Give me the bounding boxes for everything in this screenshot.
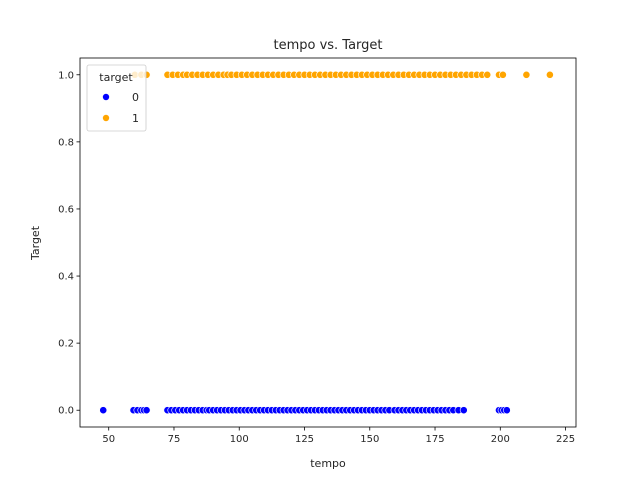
legend-box bbox=[86, 64, 147, 132]
point-target-0 bbox=[99, 406, 108, 415]
x-tick-label: 50 bbox=[102, 434, 115, 445]
y-tick-label: 1.0 bbox=[58, 70, 74, 81]
x-axis-label: tempo bbox=[310, 457, 346, 470]
points-layer bbox=[99, 70, 554, 415]
legend-title: target bbox=[99, 71, 133, 84]
point-target-1 bbox=[522, 70, 531, 79]
y-tick-label: 0.4 bbox=[58, 272, 74, 283]
point-target-0 bbox=[459, 406, 468, 415]
y-tick-label: 0.6 bbox=[58, 204, 74, 215]
x-tick-label: 200 bbox=[491, 434, 510, 445]
legend-label-1: 1 bbox=[132, 112, 139, 125]
y-axis-label: Target bbox=[29, 225, 42, 261]
x-tick-label: 100 bbox=[230, 434, 249, 445]
y-tick-label: 0.8 bbox=[58, 137, 74, 148]
legend: target 0 1 bbox=[86, 64, 147, 132]
y-axis: 0.0 0.2 0.4 0.6 0.8 1.0 bbox=[58, 70, 80, 417]
point-target-1 bbox=[499, 70, 507, 79]
point-target-1 bbox=[483, 70, 492, 79]
x-tick-label: 175 bbox=[425, 434, 444, 445]
point-target-1 bbox=[545, 70, 554, 79]
x-tick-label: 75 bbox=[168, 434, 181, 445]
legend-label-0: 0 bbox=[132, 91, 139, 104]
x-tick-label: 125 bbox=[295, 434, 314, 445]
point-target-0 bbox=[502, 406, 511, 415]
y-tick-label: 0.2 bbox=[58, 339, 74, 350]
y-tick-label: 0.0 bbox=[58, 406, 74, 417]
plot-frame bbox=[79, 57, 577, 428]
legend-marker-0 bbox=[102, 93, 110, 101]
point-target-0 bbox=[142, 406, 151, 415]
x-tick-label: 225 bbox=[556, 434, 575, 445]
chart-title: tempo vs. Target bbox=[273, 38, 382, 53]
x-tick-label: 150 bbox=[360, 434, 379, 445]
x-axis: 50 75 100 125 150 175 200 225 bbox=[102, 427, 575, 445]
legend-marker-1 bbox=[102, 114, 110, 122]
